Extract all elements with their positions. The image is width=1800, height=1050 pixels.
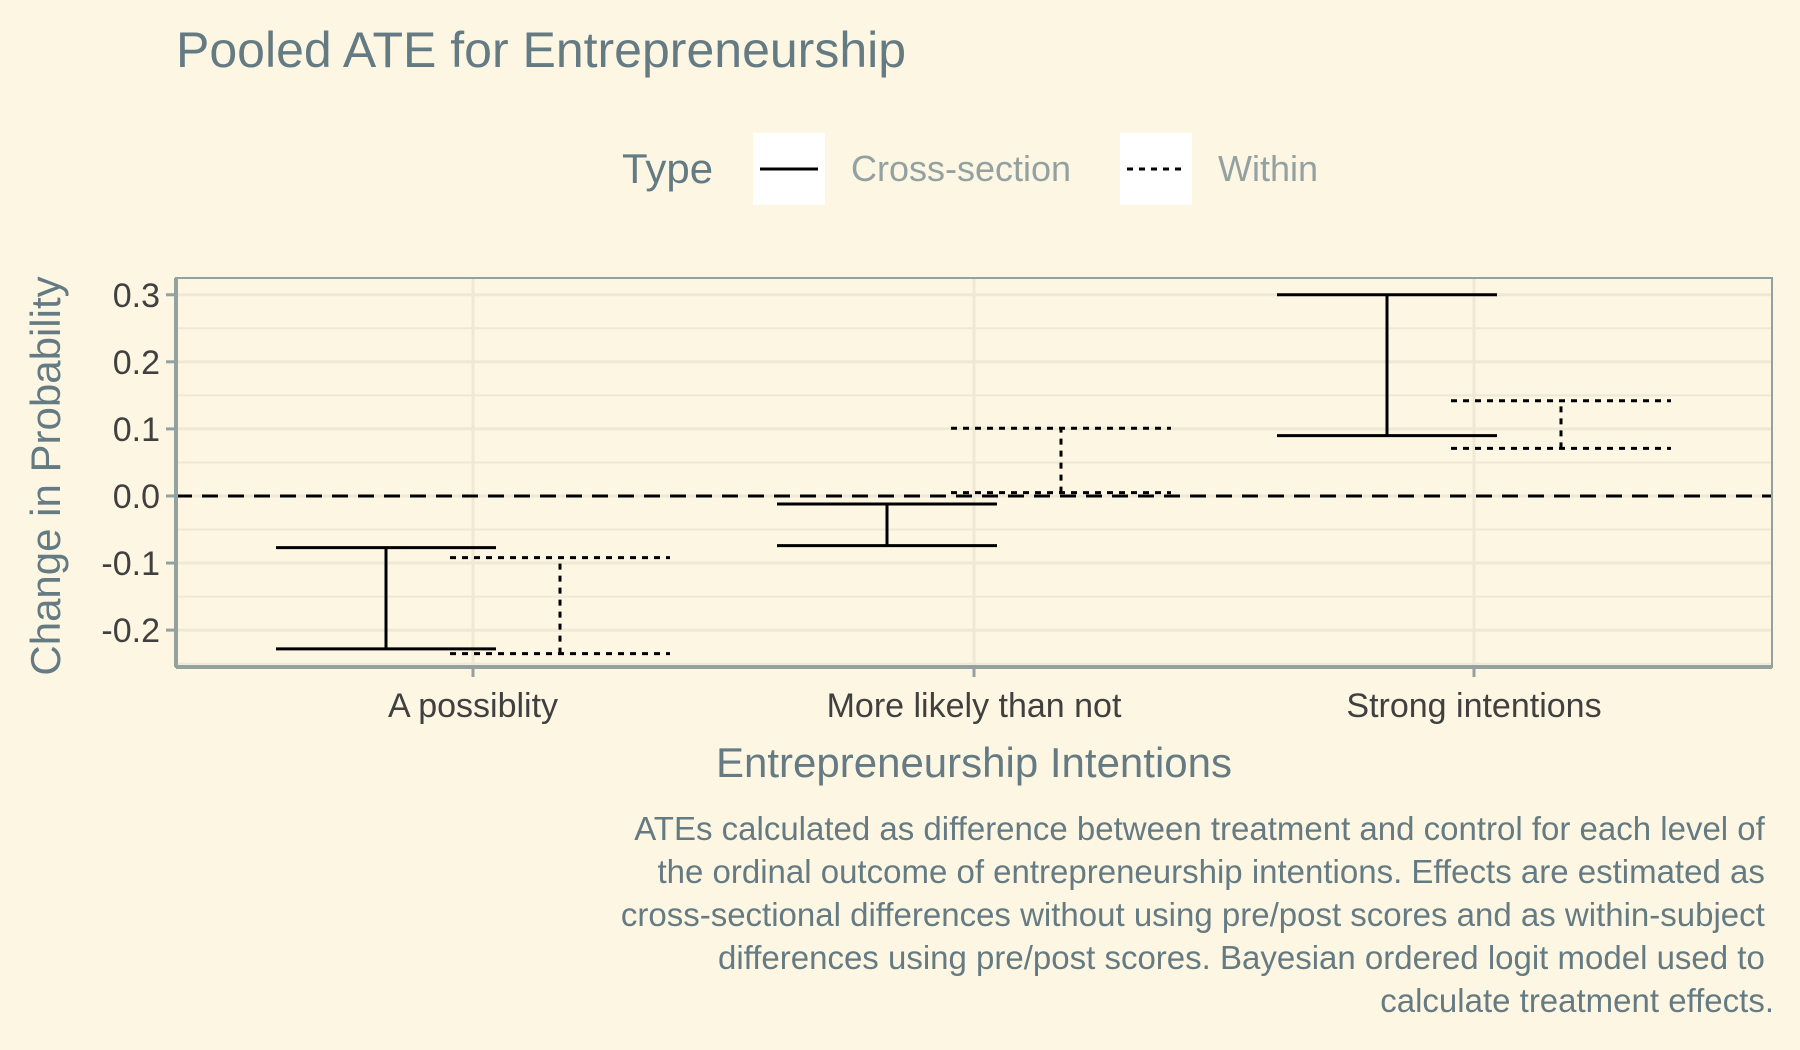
caption-line-4: differences using pre/post scores. Bayes… bbox=[718, 939, 1765, 976]
y-tick-label: -0.1 bbox=[101, 545, 160, 583]
x-tick-label: A possiblity bbox=[388, 687, 558, 725]
y-tick-label: -0.2 bbox=[101, 612, 160, 650]
x-axis-title: Entrepreneurship Intentions bbox=[716, 739, 1232, 786]
y-tick-label: 0.2 bbox=[113, 344, 160, 382]
caption-line-3: cross-sectional differences without usin… bbox=[621, 896, 1765, 933]
legend-label-cross-section: Cross-section bbox=[851, 148, 1071, 189]
x-tick-label: Strong intentions bbox=[1346, 687, 1601, 725]
legend: Type Cross-section Within bbox=[622, 133, 1318, 205]
legend-label-within: Within bbox=[1218, 148, 1318, 189]
y-axis-title: Change in Probability bbox=[22, 276, 69, 675]
plot-area: 0.3 0.2 0.1 0.0 -0.1 -0.2 A possiblity More lik… bbox=[101, 277, 1773, 725]
caption-line-1: ATEs calculated as difference between tr… bbox=[634, 810, 1765, 847]
caption: ATEs calculated as difference between tr… bbox=[621, 810, 1774, 1019]
caption-line-5: calculate treatment effects. bbox=[1380, 982, 1774, 1019]
chart-title: Pooled ATE for Entrepreneurship bbox=[176, 22, 906, 78]
y-tick-label: 0.3 bbox=[113, 277, 160, 315]
y-tick-label: 0.1 bbox=[113, 411, 160, 449]
x-tick-label: More likely than not bbox=[827, 687, 1122, 725]
legend-title: Type bbox=[622, 145, 713, 192]
caption-line-2: the ordinal outcome of entrepreneurship … bbox=[657, 853, 1764, 890]
y-tick-label: 0.0 bbox=[113, 478, 160, 516]
